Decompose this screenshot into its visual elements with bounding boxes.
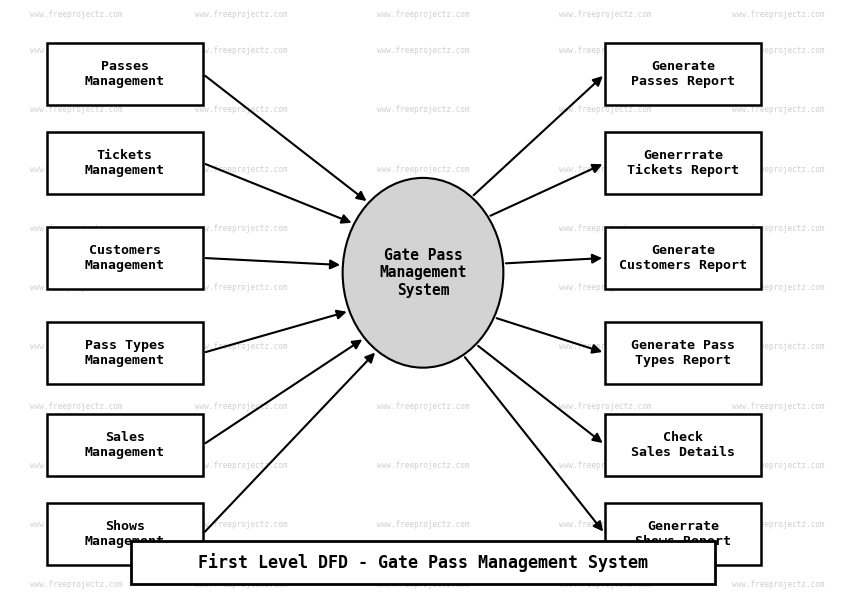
FancyBboxPatch shape — [605, 43, 761, 106]
Text: www.freeprojectz.com: www.freeprojectz.com — [558, 10, 651, 20]
Text: www.freeprojectz.com: www.freeprojectz.com — [376, 224, 470, 233]
Text: www.freeprojectz.com: www.freeprojectz.com — [195, 105, 288, 114]
Text: www.freeprojectz.com: www.freeprojectz.com — [195, 224, 288, 233]
Text: www.freeprojectz.com: www.freeprojectz.com — [732, 342, 825, 352]
Text: www.freeprojectz.com: www.freeprojectz.com — [195, 401, 288, 411]
Text: www.freeprojectz.com: www.freeprojectz.com — [558, 105, 651, 114]
Ellipse shape — [343, 178, 503, 368]
Text: www.freeprojectz.com: www.freeprojectz.com — [376, 579, 470, 589]
Text: www.freeprojectz.com: www.freeprojectz.com — [30, 46, 123, 55]
Text: Gate Pass
Management
System: Gate Pass Management System — [379, 248, 467, 298]
Text: www.freeprojectz.com: www.freeprojectz.com — [732, 520, 825, 530]
Text: www.freeprojectz.com: www.freeprojectz.com — [30, 579, 123, 589]
Text: www.freeprojectz.com: www.freeprojectz.com — [195, 10, 288, 20]
FancyBboxPatch shape — [605, 132, 761, 195]
Text: www.freeprojectz.com: www.freeprojectz.com — [195, 579, 288, 589]
FancyBboxPatch shape — [47, 414, 203, 476]
Text: www.freeprojectz.com: www.freeprojectz.com — [732, 105, 825, 114]
Text: www.freeprojectz.com: www.freeprojectz.com — [376, 283, 470, 292]
Text: Generate
Passes Report: Generate Passes Report — [631, 60, 735, 88]
Text: www.freeprojectz.com: www.freeprojectz.com — [30, 342, 123, 352]
Text: www.freeprojectz.com: www.freeprojectz.com — [376, 520, 470, 530]
Text: www.freeprojectz.com: www.freeprojectz.com — [376, 105, 470, 114]
FancyBboxPatch shape — [47, 227, 203, 289]
Text: www.freeprojectz.com: www.freeprojectz.com — [376, 164, 470, 174]
Text: www.freeprojectz.com: www.freeprojectz.com — [30, 520, 123, 530]
Text: Passes
Management: Passes Management — [85, 60, 165, 88]
Text: www.freeprojectz.com: www.freeprojectz.com — [732, 283, 825, 292]
Text: www.freeprojectz.com: www.freeprojectz.com — [30, 461, 123, 470]
Text: www.freeprojectz.com: www.freeprojectz.com — [376, 46, 470, 55]
Text: www.freeprojectz.com: www.freeprojectz.com — [732, 401, 825, 411]
Text: www.freeprojectz.com: www.freeprojectz.com — [30, 164, 123, 174]
Text: www.freeprojectz.com: www.freeprojectz.com — [30, 10, 123, 20]
FancyBboxPatch shape — [47, 43, 203, 106]
Text: www.freeprojectz.com: www.freeprojectz.com — [732, 164, 825, 174]
FancyBboxPatch shape — [605, 321, 761, 384]
Text: www.freeprojectz.com: www.freeprojectz.com — [558, 164, 651, 174]
Text: www.freeprojectz.com: www.freeprojectz.com — [30, 224, 123, 233]
Text: Customers
Management: Customers Management — [85, 244, 165, 272]
FancyBboxPatch shape — [47, 132, 203, 195]
Text: Sales
Management: Sales Management — [85, 431, 165, 459]
Text: www.freeprojectz.com: www.freeprojectz.com — [195, 520, 288, 530]
Text: www.freeprojectz.com: www.freeprojectz.com — [376, 10, 470, 20]
Text: www.freeprojectz.com: www.freeprojectz.com — [558, 283, 651, 292]
FancyBboxPatch shape — [47, 321, 203, 384]
Text: www.freeprojectz.com: www.freeprojectz.com — [195, 164, 288, 174]
Text: Pass Types
Management: Pass Types Management — [85, 339, 165, 367]
Text: www.freeprojectz.com: www.freeprojectz.com — [376, 342, 470, 352]
FancyBboxPatch shape — [605, 414, 761, 476]
Text: www.freeprojectz.com: www.freeprojectz.com — [195, 461, 288, 470]
Text: www.freeprojectz.com: www.freeprojectz.com — [558, 520, 651, 530]
Text: www.freeprojectz.com: www.freeprojectz.com — [30, 283, 123, 292]
Text: www.freeprojectz.com: www.freeprojectz.com — [732, 579, 825, 589]
Text: www.freeprojectz.com: www.freeprojectz.com — [558, 224, 651, 233]
Text: www.freeprojectz.com: www.freeprojectz.com — [732, 461, 825, 470]
Text: Generate
Customers Report: Generate Customers Report — [619, 244, 747, 272]
Text: Tickets
Management: Tickets Management — [85, 149, 165, 177]
Text: Shows
Management: Shows Management — [85, 519, 165, 548]
Text: www.freeprojectz.com: www.freeprojectz.com — [30, 105, 123, 114]
Text: Generrrate
Tickets Report: Generrrate Tickets Report — [627, 149, 739, 177]
Text: Generate Pass
Types Report: Generate Pass Types Report — [631, 339, 735, 367]
FancyBboxPatch shape — [605, 503, 761, 565]
Text: www.freeprojectz.com: www.freeprojectz.com — [195, 342, 288, 352]
Text: www.freeprojectz.com: www.freeprojectz.com — [732, 10, 825, 20]
FancyBboxPatch shape — [47, 503, 203, 565]
FancyBboxPatch shape — [131, 541, 715, 584]
Text: www.freeprojectz.com: www.freeprojectz.com — [558, 342, 651, 352]
Text: www.freeprojectz.com: www.freeprojectz.com — [30, 401, 123, 411]
Text: www.freeprojectz.com: www.freeprojectz.com — [195, 46, 288, 55]
Text: Check
Sales Details: Check Sales Details — [631, 431, 735, 459]
Text: www.freeprojectz.com: www.freeprojectz.com — [376, 461, 470, 470]
Text: www.freeprojectz.com: www.freeprojectz.com — [195, 283, 288, 292]
Text: www.freeprojectz.com: www.freeprojectz.com — [732, 46, 825, 55]
Text: www.freeprojectz.com: www.freeprojectz.com — [376, 401, 470, 411]
Text: www.freeprojectz.com: www.freeprojectz.com — [558, 461, 651, 470]
Text: www.freeprojectz.com: www.freeprojectz.com — [558, 401, 651, 411]
Text: www.freeprojectz.com: www.freeprojectz.com — [558, 46, 651, 55]
Text: www.freeprojectz.com: www.freeprojectz.com — [732, 224, 825, 233]
Text: www.freeprojectz.com: www.freeprojectz.com — [558, 579, 651, 589]
FancyBboxPatch shape — [605, 227, 761, 289]
Text: First Level DFD - Gate Pass Management System: First Level DFD - Gate Pass Management S… — [198, 553, 648, 572]
Text: Generrate
Shows Report: Generrate Shows Report — [635, 519, 731, 548]
